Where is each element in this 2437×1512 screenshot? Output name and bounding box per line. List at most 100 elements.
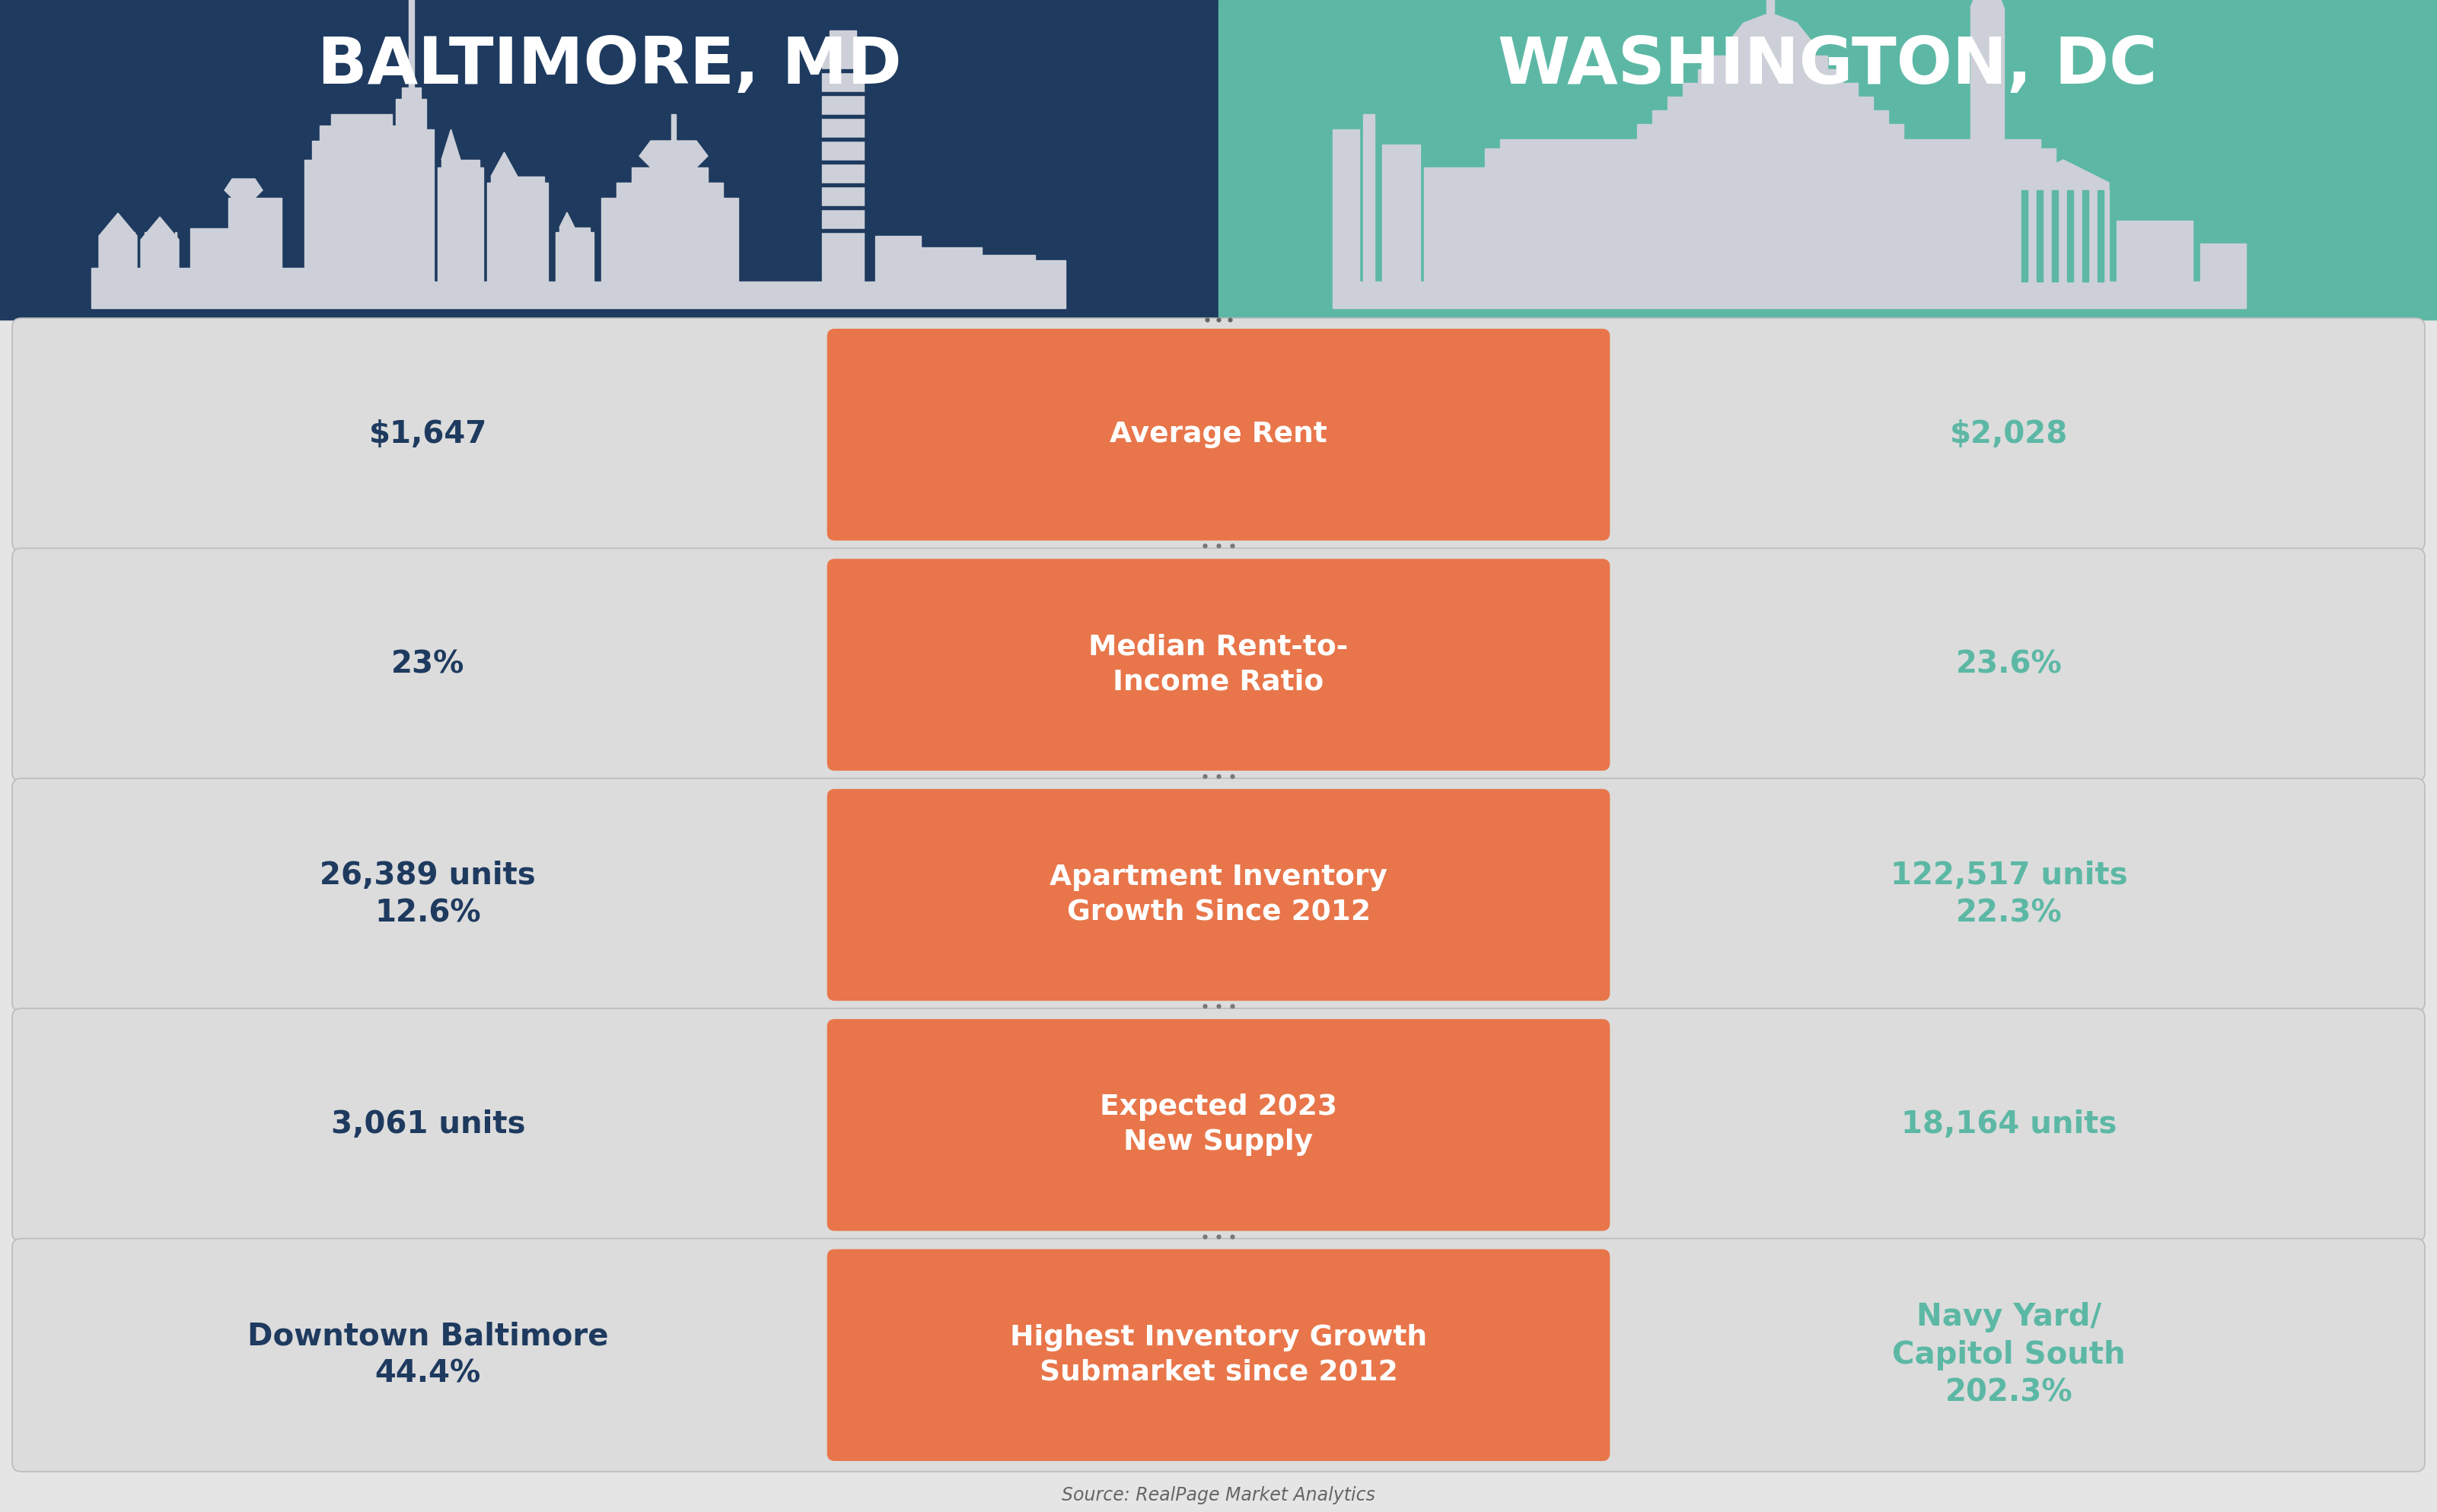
Bar: [921, 248, 982, 281]
Polygon shape: [1972, 0, 2003, 8]
Text: WASHINGTON, DC: WASHINGTON, DC: [1499, 35, 2157, 97]
Bar: [821, 92, 865, 95]
Polygon shape: [638, 141, 707, 168]
Bar: [670, 113, 675, 141]
Bar: [875, 236, 921, 281]
Bar: [2020, 191, 2028, 281]
Bar: [2018, 191, 2108, 281]
Bar: [1767, 0, 1774, 14]
Polygon shape: [141, 216, 178, 281]
FancyBboxPatch shape: [826, 1019, 1611, 1231]
Bar: [1218, 0, 2437, 319]
Bar: [631, 168, 707, 183]
FancyBboxPatch shape: [12, 318, 2425, 552]
Bar: [829, 30, 855, 45]
Bar: [2118, 221, 2193, 281]
FancyBboxPatch shape: [826, 1249, 1611, 1461]
Text: 122,517 units
22.3%: 122,517 units 22.3%: [1891, 860, 2128, 928]
FancyBboxPatch shape: [12, 1009, 2425, 1241]
Bar: [617, 183, 724, 198]
Bar: [821, 228, 865, 231]
Text: 18,164 units: 18,164 units: [1901, 1110, 2118, 1140]
Bar: [1728, 42, 1813, 56]
Text: 23.6%: 23.6%: [1957, 650, 2062, 680]
Text: 23%: 23%: [392, 650, 465, 680]
FancyBboxPatch shape: [826, 789, 1611, 1001]
Bar: [1713, 56, 1828, 70]
Bar: [1638, 124, 1903, 139]
Bar: [1423, 168, 1484, 281]
Bar: [1333, 281, 2247, 308]
Bar: [305, 160, 419, 281]
Bar: [90, 281, 1065, 308]
Bar: [402, 88, 422, 98]
Bar: [487, 183, 548, 281]
Bar: [331, 113, 392, 125]
Bar: [2052, 191, 2057, 281]
Bar: [1382, 145, 1421, 281]
FancyBboxPatch shape: [12, 1238, 2425, 1471]
Text: Navy Yard/
Capitol South
202.3%: Navy Yard/ Capitol South 202.3%: [1891, 1302, 2125, 1408]
FancyBboxPatch shape: [12, 779, 2425, 1012]
Bar: [2037, 191, 2042, 281]
Text: Downtown Baltimore
44.4%: Downtown Baltimore 44.4%: [249, 1321, 609, 1390]
Bar: [0, 0, 1218, 319]
Bar: [821, 70, 865, 73]
Bar: [2201, 243, 2247, 281]
Bar: [90, 268, 305, 281]
Bar: [821, 206, 865, 209]
Bar: [821, 183, 865, 186]
Bar: [821, 45, 863, 281]
Bar: [2067, 191, 2074, 281]
Bar: [556, 231, 595, 281]
Bar: [2081, 191, 2089, 281]
Text: 26,389 units
12.6%: 26,389 units 12.6%: [319, 860, 536, 928]
Polygon shape: [490, 153, 517, 177]
Bar: [982, 256, 1036, 281]
Polygon shape: [2018, 160, 2108, 191]
Bar: [229, 198, 283, 206]
Bar: [490, 177, 543, 183]
Bar: [821, 138, 865, 141]
Text: Source: RealPage Market Analytics: Source: RealPage Market Analytics: [1063, 1486, 1374, 1504]
Text: Median Rent-to-
Income Ratio: Median Rent-to- Income Ratio: [1089, 634, 1348, 696]
Text: $2,028: $2,028: [1950, 419, 2069, 451]
Bar: [1667, 97, 1874, 110]
Polygon shape: [441, 130, 461, 160]
Polygon shape: [100, 213, 136, 281]
Bar: [229, 206, 283, 281]
Bar: [1972, 8, 2003, 236]
Bar: [1684, 83, 1857, 97]
FancyBboxPatch shape: [826, 328, 1611, 541]
Bar: [821, 115, 865, 118]
Bar: [602, 198, 738, 281]
Bar: [1964, 236, 2011, 281]
Bar: [1333, 130, 1360, 281]
Polygon shape: [561, 212, 575, 227]
Text: $1,647: $1,647: [368, 419, 487, 451]
Bar: [395, 98, 426, 130]
FancyBboxPatch shape: [12, 549, 2425, 782]
Bar: [409, 0, 414, 88]
Bar: [1362, 113, 1374, 281]
Bar: [1652, 110, 1889, 124]
Text: Apartment Inventory
Growth Since 2012: Apartment Inventory Growth Since 2012: [1050, 863, 1387, 925]
Bar: [441, 160, 480, 168]
FancyBboxPatch shape: [826, 559, 1611, 771]
Text: 3,061 units: 3,061 units: [331, 1110, 526, 1140]
Bar: [1501, 139, 2040, 148]
Bar: [821, 160, 865, 163]
Bar: [319, 125, 405, 141]
Text: Highest Inventory Growth
Submarket since 2012: Highest Inventory Growth Submarket since…: [1009, 1325, 1428, 1387]
Bar: [1484, 148, 2057, 160]
Polygon shape: [1728, 14, 1813, 42]
Bar: [190, 228, 229, 281]
Text: BALTIMORE, MD: BALTIMORE, MD: [317, 35, 902, 97]
Text: Average Rent: Average Rent: [1109, 420, 1328, 449]
Bar: [387, 130, 434, 281]
Bar: [1036, 260, 1065, 281]
Bar: [1699, 70, 1842, 83]
Bar: [1484, 160, 2057, 281]
Bar: [312, 141, 412, 160]
Bar: [2098, 191, 2103, 281]
